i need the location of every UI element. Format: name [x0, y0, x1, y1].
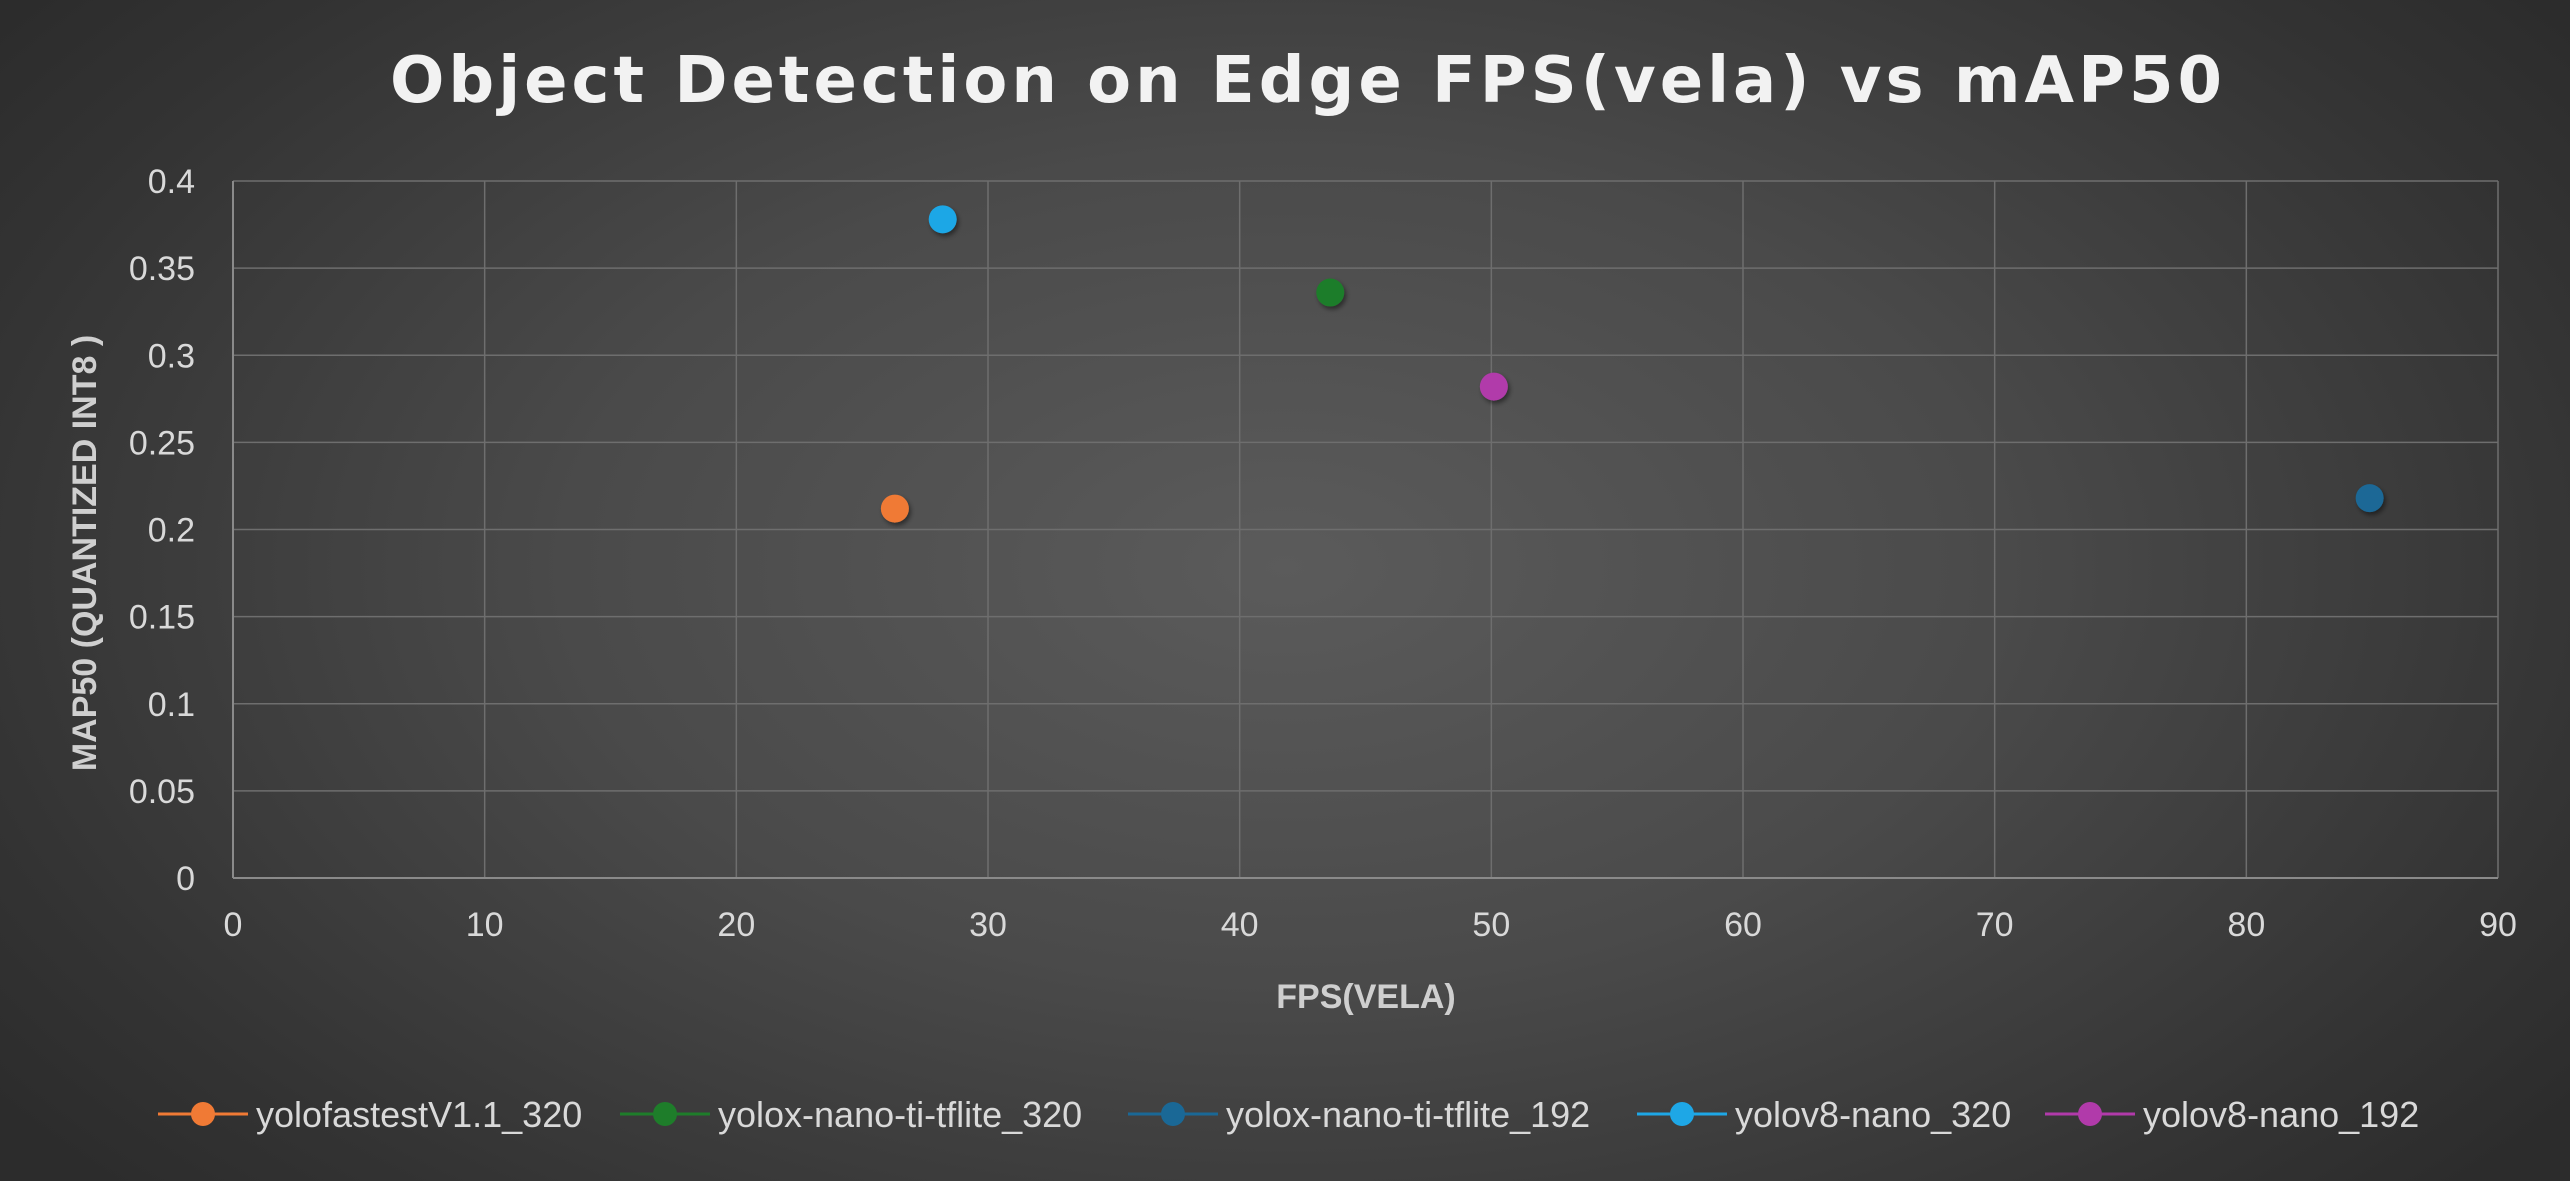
data-point	[880, 494, 909, 523]
x-axis-title: FPS(VELA)	[1276, 978, 1455, 1016]
y-tick-label: 0.15	[129, 599, 195, 637]
y-tick-label: 0.3	[148, 337, 195, 375]
legend[interactable]: yolofastestV1.1_320 yolox-nano-ti-tflite_…	[158, 1094, 2419, 1135]
x-tick-label: 90	[2479, 906, 2517, 944]
legend-label: yolox-nano-ti-tflite_192	[1226, 1094, 1590, 1135]
legend-item[interactable]: yolov8-nano_192	[2045, 1094, 2419, 1135]
data-point	[2355, 484, 2384, 513]
y-axis-title: MAP50 (QUANTIZED INT8 )	[66, 335, 104, 771]
legend-label: yolov8-nano_320	[1735, 1094, 2011, 1135]
legend-marker	[2078, 1102, 2102, 1126]
data-points	[880, 205, 2384, 523]
x-tick-label: 50	[1472, 906, 1510, 944]
x-tick-label: 40	[1221, 906, 1259, 944]
data-point	[1316, 278, 1345, 307]
y-tick-label: 0.25	[129, 424, 195, 462]
legend-marker	[1670, 1102, 1694, 1126]
x-tick-label: 60	[1724, 906, 1762, 944]
legend-item[interactable]: yolox-nano-ti-tflite_192	[1128, 1094, 1590, 1135]
y-tick-label: 0	[176, 860, 195, 898]
x-tick-label: 30	[969, 906, 1007, 944]
legend-label: yolofastestV1.1_320	[256, 1094, 582, 1135]
y-tick-label: 0.1	[148, 686, 195, 724]
x-tick-label: 20	[717, 906, 755, 944]
grid	[233, 180, 2499, 878]
x-tick-label: 70	[1976, 906, 2014, 944]
y-tick-label: 0.35	[129, 250, 195, 288]
data-point	[1479, 372, 1508, 401]
legend-label: yolox-nano-ti-tflite_320	[718, 1094, 1082, 1135]
legend-marker	[653, 1102, 677, 1126]
x-tick-label: 0	[224, 906, 243, 944]
x-tick-label: 10	[466, 906, 504, 944]
chart-title: Object Detection on Edge FPS(vela) vs mA…	[390, 44, 2226, 118]
legend-item[interactable]: yolofastestV1.1_320	[158, 1094, 582, 1135]
legend-marker	[191, 1102, 215, 1126]
x-tick-label: 80	[2227, 906, 2265, 944]
y-tick-label: 0.4	[148, 163, 195, 201]
legend-label: yolov8-nano_192	[2143, 1094, 2419, 1135]
legend-item[interactable]: yolov8-nano_320	[1637, 1094, 2011, 1135]
legend-item[interactable]: yolox-nano-ti-tflite_320	[620, 1094, 1082, 1135]
axes	[232, 181, 2498, 879]
y-tick-label: 0.2	[148, 512, 195, 550]
y-axis-ticks: 0 0.05 0.1 0.15 0.2 0.25 0.3 0.35 0.4	[129, 163, 195, 898]
legend-marker	[1161, 1102, 1185, 1126]
y-tick-label: 0.05	[129, 773, 195, 811]
data-point	[928, 205, 957, 234]
x-axis-ticks: 0 10 20 30 40 50 60 70 80 90	[224, 906, 2517, 944]
